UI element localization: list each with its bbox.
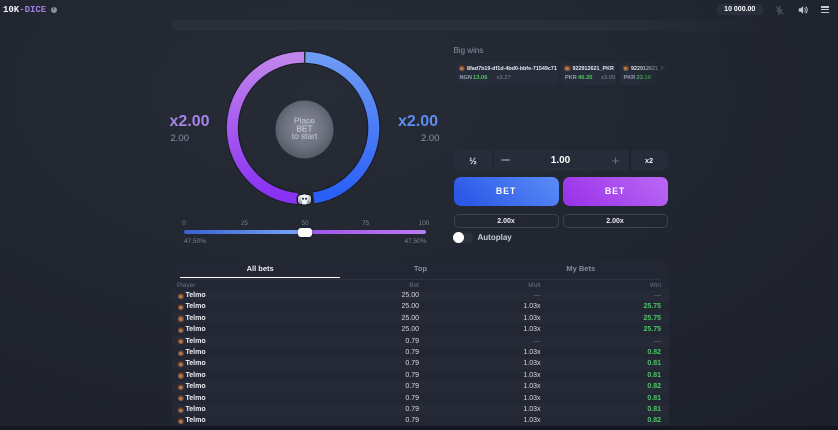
svg-text:BET: BET xyxy=(296,123,312,133)
svg-text:to start: to start xyxy=(292,131,318,141)
svg-text:Place: Place xyxy=(294,115,315,125)
